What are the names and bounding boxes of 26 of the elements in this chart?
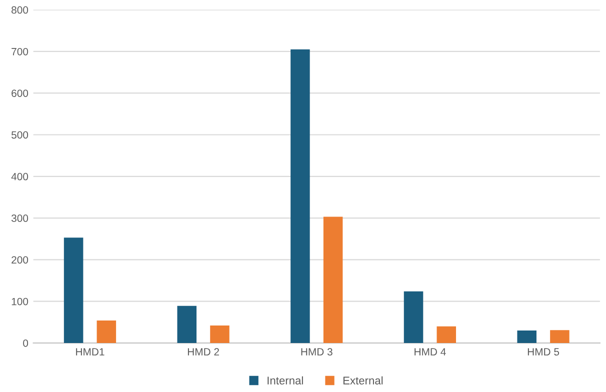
y-tick-label: 0 (23, 340, 28, 347)
legend-label: Internal (268, 376, 303, 384)
y-tick-label: 400 (11, 172, 28, 180)
y-tick-label: 600 (12, 90, 28, 97)
y-tick-label: 500 (12, 131, 28, 139)
y-tick-label: 300 (11, 214, 28, 222)
bar (64, 238, 84, 343)
x-tick-label: HMD 4 (414, 348, 446, 356)
bar (96, 320, 116, 343)
x-tick-label: HMD 3 (301, 348, 332, 356)
y-tick-label: 800 (12, 6, 28, 14)
y-tick-label: 700 (12, 48, 28, 56)
x-tick-label: HMD 2 (188, 348, 219, 356)
bar (550, 330, 570, 343)
bar (517, 330, 536, 343)
y-tick-label: 100 (12, 298, 28, 306)
bar (404, 291, 424, 343)
x-tick-label: HMD1 (76, 348, 104, 356)
bar (290, 49, 310, 343)
bar (436, 326, 456, 343)
bar (177, 306, 197, 343)
bar (210, 326, 230, 343)
legend-label: External (343, 376, 383, 384)
y-tick-label: 200 (12, 256, 28, 264)
bar (323, 216, 343, 343)
x-tick-label: HMD 5 (528, 348, 560, 356)
